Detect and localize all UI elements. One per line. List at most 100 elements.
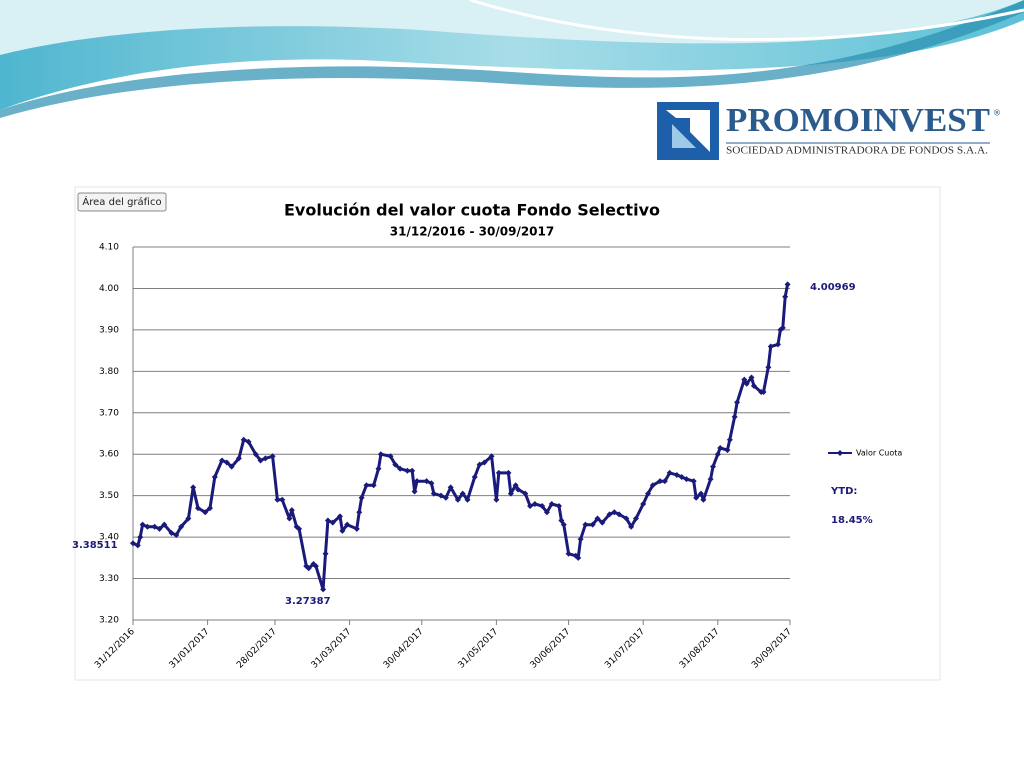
- point-marker: [606, 511, 613, 518]
- point-marker: [767, 343, 774, 350]
- point-marker: [130, 540, 136, 547]
- y-tick-label: 4.10: [99, 243, 119, 253]
- y-tick-label: 3.80: [99, 367, 119, 377]
- point-marker: [589, 521, 596, 528]
- point-marker: [575, 554, 582, 561]
- point-marker: [336, 513, 343, 520]
- point-marker: [779, 324, 786, 331]
- logo-mark: ®: [993, 109, 1001, 118]
- y-tick-label: 3.40: [99, 533, 119, 543]
- point-marker: [178, 523, 185, 530]
- point-marker: [454, 496, 461, 503]
- point-marker: [464, 496, 471, 503]
- point-marker: [430, 490, 437, 497]
- point-marker: [459, 490, 466, 497]
- point-marker: [666, 469, 673, 476]
- y-tick-label: 4.00: [99, 284, 119, 294]
- point-marker: [411, 488, 418, 495]
- point-marker: [717, 445, 724, 452]
- point-marker: [782, 293, 789, 300]
- point-marker: [161, 521, 168, 528]
- point-marker: [628, 523, 635, 530]
- point-marker: [640, 500, 647, 507]
- point-marker: [397, 465, 404, 472]
- point-marker: [404, 467, 411, 474]
- point-marker: [709, 463, 716, 470]
- point-marker: [207, 505, 214, 512]
- point-marker: [594, 515, 601, 522]
- point-marker: [353, 525, 360, 532]
- point-marker: [543, 509, 550, 516]
- point-marker: [750, 382, 757, 389]
- button-box[interactable]: [77, 192, 167, 212]
- point-marker: [693, 494, 700, 501]
- point-marker: [690, 478, 697, 485]
- point-marker: [320, 586, 327, 593]
- point-marker: [700, 496, 707, 503]
- point-marker: [616, 511, 623, 518]
- point-marker: [151, 523, 158, 530]
- point-marker: [724, 447, 731, 454]
- point-marker: [329, 519, 336, 526]
- y-tick-label: 3.20: [99, 616, 119, 626]
- point-marker: [324, 517, 331, 524]
- point-marker: [488, 453, 495, 460]
- point-marker: [784, 281, 791, 288]
- logo: PROMOINVEST ® SOCIEDAD ADMINISTRADORA DE…: [657, 102, 1001, 160]
- annotation: 4.00969: [810, 282, 856, 293]
- point-marker: [269, 453, 276, 460]
- chart-button[interactable]: Área del gráfico: [77, 192, 167, 212]
- point-marker: [714, 451, 721, 458]
- point-marker: [279, 496, 286, 503]
- point-marker: [257, 457, 264, 464]
- point-marker: [375, 465, 382, 472]
- point-marker: [774, 341, 781, 348]
- point-marker: [734, 399, 741, 406]
- point-marker: [185, 515, 192, 522]
- button-label[interactable]: Área del gráfico: [82, 195, 161, 208]
- point-marker: [286, 515, 293, 522]
- point-marker: [683, 476, 690, 483]
- point-marker: [363, 482, 370, 489]
- point-marker: [428, 480, 435, 487]
- point-marker: [493, 496, 500, 503]
- point-marker: [760, 389, 767, 396]
- point-marker: [392, 461, 399, 468]
- point-marker: [726, 436, 733, 443]
- point-marker: [312, 563, 319, 570]
- point-marker: [194, 505, 201, 512]
- point-marker: [743, 380, 750, 387]
- point-marker: [558, 517, 565, 524]
- logo-name: PROMOINVEST: [726, 102, 990, 139]
- point-marker: [515, 486, 522, 493]
- point-marker: [245, 438, 252, 445]
- point-marker: [305, 565, 312, 572]
- point-marker: [555, 503, 562, 510]
- point-marker: [377, 451, 384, 458]
- point-marker: [507, 490, 514, 497]
- point-marker: [531, 500, 538, 507]
- point-marker: [296, 525, 303, 532]
- annotation: 3.38511: [72, 540, 118, 551]
- y-tick-label: 3.30: [99, 574, 119, 584]
- point-marker: [228, 463, 235, 470]
- point-marker: [344, 521, 351, 528]
- point-marker: [522, 490, 529, 497]
- point-marker: [134, 542, 141, 549]
- point-marker: [423, 478, 430, 485]
- point-marker: [649, 482, 656, 489]
- point-marker: [471, 474, 478, 481]
- point-marker: [731, 413, 738, 420]
- annotation: YTD:: [830, 486, 857, 497]
- annotation: 18.45%: [831, 515, 873, 526]
- legend-label: Valor Cuota: [856, 449, 902, 458]
- y-tick-label: 3.70: [99, 408, 119, 418]
- point-marker: [156, 525, 163, 532]
- point-marker: [447, 484, 454, 491]
- point-marker: [645, 490, 652, 497]
- point-marker: [288, 507, 295, 514]
- point-marker: [274, 496, 281, 503]
- point-marker: [505, 469, 512, 476]
- point-marker: [322, 550, 329, 557]
